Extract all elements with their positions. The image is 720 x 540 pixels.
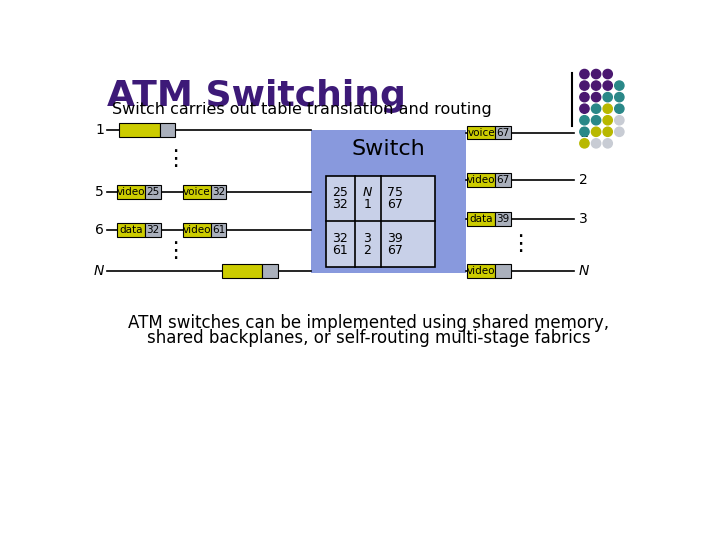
Circle shape — [591, 127, 600, 137]
Text: voice: voice — [183, 187, 211, 197]
Circle shape — [603, 70, 612, 79]
Text: 2: 2 — [364, 244, 372, 257]
Bar — [145, 185, 161, 199]
Circle shape — [615, 81, 624, 90]
Text: 67: 67 — [387, 244, 402, 257]
Circle shape — [580, 127, 589, 137]
Bar — [311, 130, 466, 273]
Circle shape — [580, 70, 589, 79]
Text: 32: 32 — [212, 187, 225, 197]
Text: N: N — [94, 264, 104, 278]
Bar — [211, 224, 226, 237]
Text: ATM Switching: ATM Switching — [107, 79, 406, 113]
Circle shape — [603, 81, 612, 90]
Bar — [211, 185, 226, 199]
Bar — [222, 264, 262, 278]
Circle shape — [591, 92, 600, 102]
Text: 67: 67 — [497, 176, 510, 185]
Text: ATM switches can be implemented using shared memory,: ATM switches can be implemented using sh… — [128, 314, 610, 332]
Text: 1: 1 — [95, 123, 104, 137]
Text: 61: 61 — [333, 244, 348, 257]
Bar — [117, 224, 145, 237]
Circle shape — [580, 81, 589, 90]
Bar — [467, 264, 495, 278]
Circle shape — [591, 104, 600, 113]
Text: 67: 67 — [497, 127, 510, 138]
Text: 32: 32 — [333, 198, 348, 212]
Circle shape — [580, 139, 589, 148]
Text: 25: 25 — [146, 187, 159, 197]
Text: 1: 1 — [579, 126, 588, 139]
Text: 39: 39 — [497, 214, 510, 224]
Bar — [145, 224, 161, 237]
Bar — [160, 123, 175, 137]
Text: Switch: Switch — [351, 139, 426, 159]
Circle shape — [580, 92, 589, 102]
Circle shape — [603, 92, 612, 102]
Circle shape — [580, 116, 589, 125]
Circle shape — [603, 104, 612, 113]
Text: 61: 61 — [212, 225, 225, 235]
Text: Switch carries out table translation and routing: Switch carries out table translation and… — [112, 102, 492, 117]
Circle shape — [615, 92, 624, 102]
Circle shape — [591, 70, 600, 79]
Circle shape — [615, 116, 624, 125]
Bar — [183, 185, 211, 199]
Bar — [495, 173, 510, 187]
Bar — [467, 126, 495, 139]
Bar — [467, 173, 495, 187]
Text: 67: 67 — [387, 198, 402, 212]
Text: data: data — [469, 214, 493, 224]
Bar — [495, 212, 510, 226]
Text: N: N — [579, 264, 590, 278]
Circle shape — [603, 127, 612, 137]
Text: N: N — [363, 186, 372, 199]
Bar — [495, 264, 510, 278]
Text: 6: 6 — [95, 224, 104, 238]
Text: video: video — [467, 176, 495, 185]
Text: data: data — [120, 225, 143, 235]
Circle shape — [591, 81, 600, 90]
Text: ⋮: ⋮ — [164, 148, 186, 168]
Text: ⋮: ⋮ — [164, 241, 186, 261]
Text: 3: 3 — [364, 232, 372, 245]
Circle shape — [615, 104, 624, 113]
Text: 32: 32 — [333, 232, 348, 245]
Text: 39: 39 — [387, 232, 402, 245]
Text: 1: 1 — [364, 198, 372, 212]
Bar — [326, 176, 435, 267]
Text: 32: 32 — [146, 225, 159, 235]
Text: video: video — [117, 187, 145, 197]
Bar — [183, 224, 211, 237]
Bar — [117, 185, 145, 199]
Bar — [467, 212, 495, 226]
Text: 5: 5 — [95, 185, 104, 199]
Bar — [262, 264, 277, 278]
Circle shape — [603, 139, 612, 148]
Circle shape — [603, 116, 612, 125]
Circle shape — [591, 116, 600, 125]
Text: 2: 2 — [579, 173, 588, 187]
Text: video: video — [183, 225, 211, 235]
Bar — [495, 126, 510, 139]
Text: voice: voice — [467, 127, 495, 138]
Text: 3: 3 — [579, 212, 588, 226]
Text: 75: 75 — [387, 186, 402, 199]
Circle shape — [580, 104, 589, 113]
Text: 25: 25 — [333, 186, 348, 199]
Text: ⋮: ⋮ — [509, 234, 531, 254]
Bar — [120, 123, 160, 137]
Circle shape — [615, 127, 624, 137]
Text: shared backplanes, or self-routing multi-stage fabrics: shared backplanes, or self-routing multi… — [147, 329, 591, 347]
Circle shape — [591, 139, 600, 148]
Text: video: video — [467, 266, 495, 276]
